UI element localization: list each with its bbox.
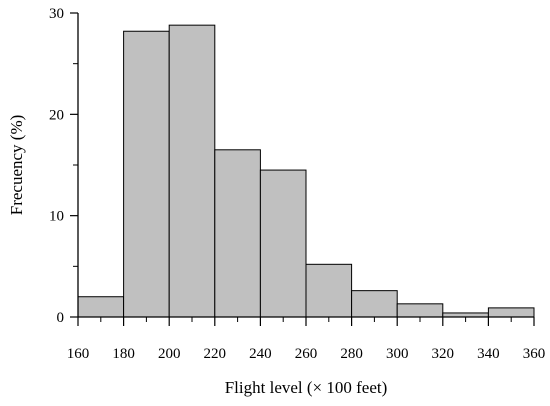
x-tick-label: 200: [158, 346, 181, 362]
y-tick-label: 10: [49, 209, 64, 225]
x-tick-label: 160: [67, 346, 90, 362]
x-tick-label: 280: [340, 346, 363, 362]
histogram-bar: [123, 30, 170, 318]
y-ticks-group: 0 10 20 30: [49, 6, 78, 326]
x-tick-label: 300: [386, 346, 409, 362]
x-tick-label: 320: [432, 346, 455, 362]
x-axis-label: Flight level (× 100 feet): [225, 378, 388, 397]
histogram-bar: [396, 303, 444, 318]
x-tick-label: 340: [477, 346, 500, 362]
histogram-bar: [305, 263, 353, 318]
y-tick-label: 0: [57, 310, 65, 326]
histogram-bar: [259, 169, 307, 318]
histogram-bar: [487, 307, 535, 318]
bars-group: [77, 24, 535, 318]
x-ticks-group: 160 180 200 220 240 260 280 300 320 340 360: [67, 317, 546, 362]
y-axis-label: Frecuency (%): [7, 115, 26, 216]
histogram-bar: [168, 24, 216, 318]
histogram-bar: [77, 296, 125, 318]
histogram-bar: [351, 290, 398, 318]
x-tick-label: 360: [523, 346, 546, 362]
histogram-bar: [214, 149, 261, 318]
x-tick-label: 240: [249, 346, 272, 362]
x-tick-label: 180: [112, 346, 135, 362]
x-tick-label: 260: [295, 346, 318, 362]
x-tick-label: 220: [204, 346, 227, 362]
y-tick-label: 30: [49, 6, 64, 22]
y-tick-label: 20: [49, 107, 64, 123]
